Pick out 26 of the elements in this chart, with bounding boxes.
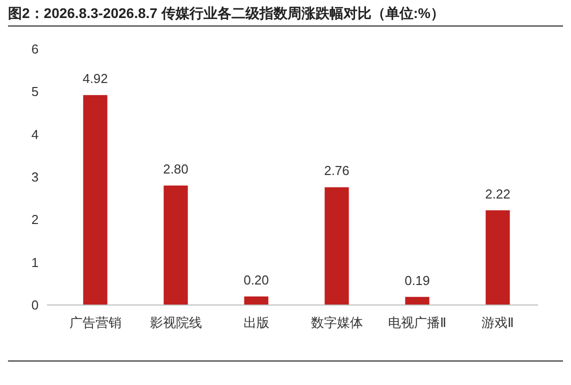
y-tick-label: 6: [31, 42, 39, 57]
bar: [324, 187, 349, 305]
y-tick-label: 3: [31, 170, 39, 185]
y-tick-label: 4: [31, 126, 39, 142]
y-tick-label: 0: [31, 298, 39, 313]
data-label: 0.20: [244, 272, 269, 288]
bar: [244, 296, 268, 305]
data-label: 2.80: [163, 162, 188, 177]
bar: [405, 296, 430, 305]
bar: [486, 210, 510, 305]
x-tick-label: 游戏Ⅱ: [482, 315, 514, 330]
x-tick-label: 出版: [243, 315, 270, 330]
bar: [164, 186, 188, 305]
chart-title: 图2：2026.8.3-2026.8.7 传媒行业各二级指数周涨跌幅对比（单位:%）: [8, 5, 444, 21]
y-tick-label: 1: [31, 254, 39, 270]
x-tick-label: 电视广播Ⅱ: [388, 315, 446, 330]
x-tick-label: 广告营销: [69, 315, 122, 330]
y-tick-label: 5: [31, 84, 39, 100]
x-tick-label: 影视院线: [150, 315, 202, 330]
data-label: 2.22: [485, 186, 510, 202]
data-label: 4.92: [82, 71, 108, 86]
bar: [83, 95, 108, 305]
data-label: 2.76: [324, 163, 350, 178]
y-tick-label: 2: [31, 212, 39, 228]
x-tick-label: 数字媒体: [310, 315, 363, 330]
data-label: 0.19: [404, 272, 430, 288]
